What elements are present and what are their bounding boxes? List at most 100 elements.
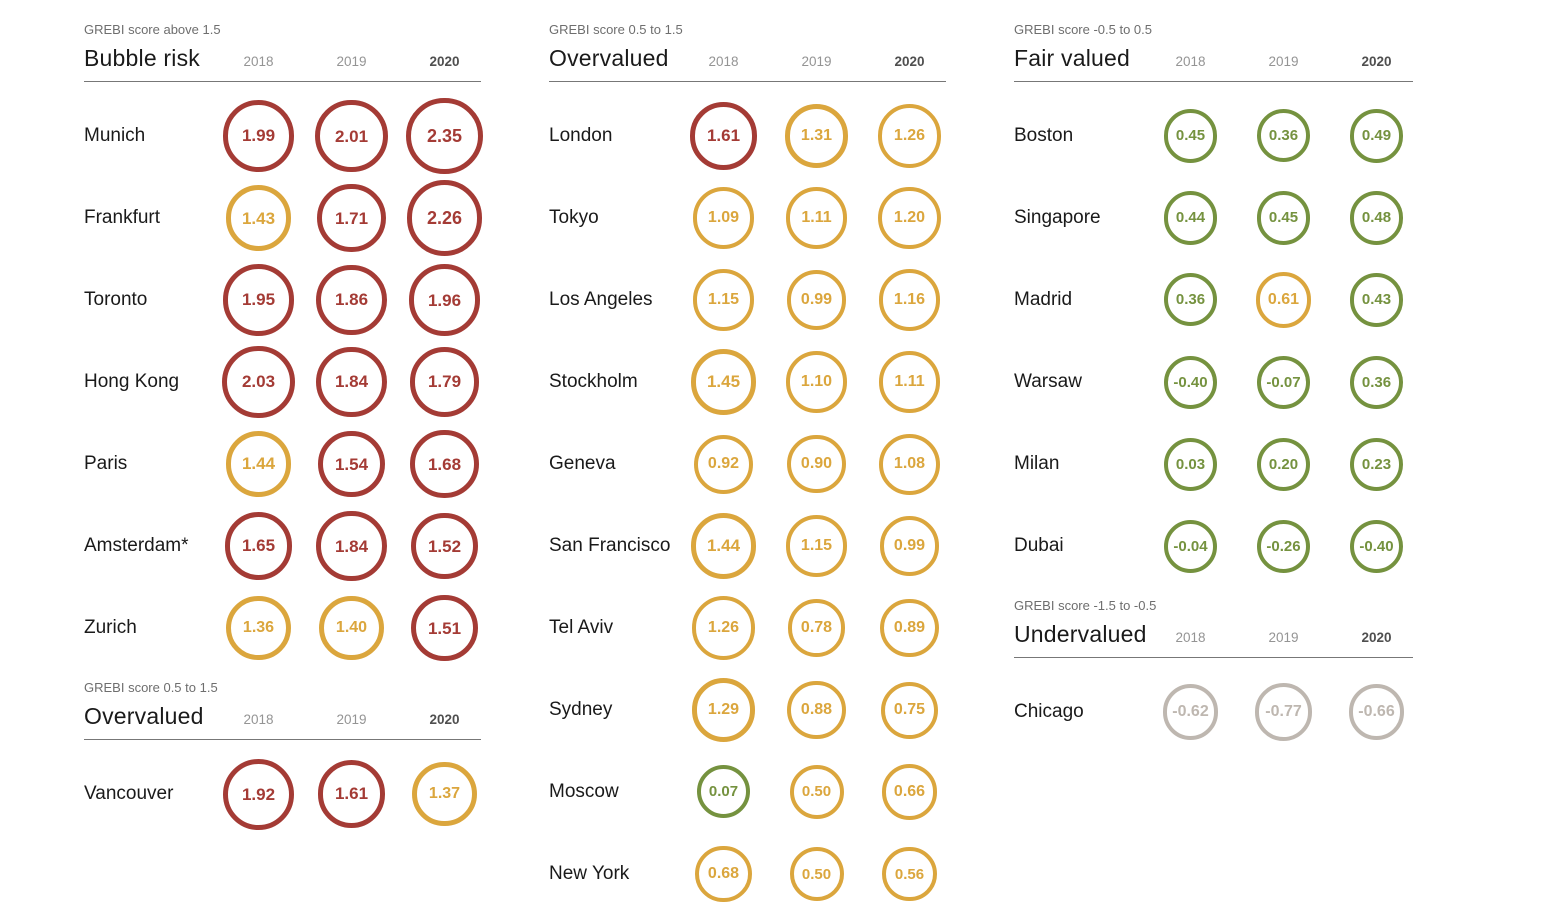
- score-value: 0.36: [1175, 291, 1206, 309]
- score-value: 1.15: [707, 290, 740, 308]
- city-label: Tel Aviv: [549, 617, 614, 638]
- score-slot: 0.23: [1330, 437, 1423, 491]
- score-circle: 0.75: [881, 681, 938, 739]
- score-slot: 1.96: [398, 264, 491, 336]
- score-circles: 0.03 0.20 0.23: [1144, 437, 1423, 491]
- city-row-boston: Boston 0.45 0.36 0.49: [1014, 95, 1413, 177]
- city-row-tel-aviv: Tel Aviv 1.26 0.78 0.89: [549, 587, 946, 669]
- score-value: 0.20: [1268, 455, 1299, 473]
- city-label: Singapore: [1014, 207, 1101, 228]
- score-slot: 0.78: [770, 596, 863, 659]
- score-circle: 1.36: [226, 595, 291, 661]
- year-header-2020: 2020: [894, 54, 925, 69]
- score-slot: 0.68: [677, 845, 770, 903]
- score-slot: 1.36: [212, 595, 305, 661]
- score-value: 1.61: [706, 126, 741, 146]
- score-value: -0.07: [1266, 373, 1301, 391]
- city-label: Sydney: [549, 699, 613, 720]
- score-circle: 1.15: [785, 515, 848, 577]
- score-value: 0.36: [1361, 373, 1392, 391]
- score-circle: 0.36: [1257, 109, 1310, 163]
- score-value: 1.84: [334, 536, 369, 556]
- city-label: Chicago: [1014, 701, 1084, 722]
- rows: Vancouver 1.92 1.61 1.37: [84, 740, 481, 835]
- score-value: 0.36: [1268, 127, 1299, 145]
- score-slot: -0.40: [1330, 519, 1423, 573]
- city-row-warsaw: Warsaw -0.40 -0.07 0.36: [1014, 341, 1413, 423]
- section-header-row: Overvalued 2018 2019 2020: [549, 39, 946, 82]
- score-value: 1.71: [334, 208, 369, 228]
- score-circles: -0.04 -0.26 -0.40: [1144, 519, 1423, 573]
- score-circle: 1.45: [690, 349, 757, 415]
- city-row-frankfurt: Frankfurt 1.43 1.71 2.26: [84, 177, 483, 259]
- score-value: -0.40: [1359, 537, 1394, 555]
- score-value: 1.54: [334, 454, 369, 474]
- score-value: 1.65: [241, 536, 276, 556]
- score-circle: 1.92: [223, 758, 294, 830]
- score-circle: 0.48: [1349, 191, 1404, 245]
- score-circles: 0.07 0.50 0.66: [677, 764, 956, 820]
- score-slot: 0.43: [1330, 272, 1423, 327]
- city-row-madrid: Madrid 0.36 0.61 0.43: [1014, 259, 1413, 341]
- column-overvalued: GREBI score 0.5 to 1.5 Overvalued 2018 2019…: [549, 0, 946, 915]
- score-circle: 0.36: [1164, 273, 1217, 327]
- score-slot: 0.99: [770, 269, 863, 331]
- city-row-vancouver: Vancouver 1.92 1.61 1.37: [84, 753, 481, 835]
- city-label: Los Angeles: [549, 289, 653, 310]
- city-row-zurich: Zurich 1.36 1.40 1.51: [84, 587, 481, 669]
- score-circle: 2.26: [406, 180, 483, 256]
- score-circle: 1.51: [411, 594, 478, 662]
- score-value: 1.26: [707, 619, 740, 636]
- year-header-2019: 2019: [1268, 630, 1299, 645]
- score-slot: 0.61: [1237, 272, 1330, 328]
- section-undervalued: GREBI score -1.5 to -0.5 Undervalued 2018 2…: [1014, 597, 1413, 753]
- score-circle: 0.36: [1350, 355, 1403, 409]
- city-row-singapore: Singapore 0.44 0.45 0.48: [1014, 177, 1413, 259]
- city-label: Milan: [1014, 453, 1060, 474]
- score-slot: 1.44: [212, 430, 305, 498]
- score-circle: -0.62: [1162, 684, 1219, 740]
- score-value: -0.62: [1172, 702, 1209, 720]
- score-value: 0.48: [1361, 209, 1392, 227]
- score-slot: -0.04: [1144, 519, 1237, 573]
- city-label: Madrid: [1014, 289, 1073, 310]
- score-circle: -0.77: [1254, 683, 1313, 741]
- score-slot: 1.26: [677, 596, 770, 660]
- grebi-score-range-label: GREBI score -1.5 to -0.5: [1014, 598, 1157, 613]
- city-label: Moscow: [549, 781, 619, 802]
- year-header-2019: 2019: [336, 712, 367, 727]
- score-slot: 0.90: [770, 434, 863, 495]
- rows: London 1.61 1.31 1.26 Tokyo 1.09 1.11 1.20 Los A…: [549, 82, 946, 915]
- score-slot: 0.45: [1144, 109, 1237, 163]
- score-value: 1.40: [335, 618, 368, 636]
- score-circles: 1.43 1.71 2.26: [212, 180, 491, 256]
- score-slot: 0.49: [1330, 109, 1423, 163]
- score-circle: 1.71: [317, 183, 386, 253]
- score-circles: 1.61 1.31 1.26: [677, 102, 956, 170]
- score-slot: 1.68: [398, 429, 491, 499]
- score-circle: 1.40: [319, 595, 384, 661]
- score-slot: 1.40: [305, 595, 398, 661]
- score-slot: 0.48: [1330, 191, 1423, 245]
- score-value: 1.61: [334, 784, 369, 804]
- score-circle: 1.95: [222, 264, 295, 336]
- score-circle: -0.40: [1350, 519, 1403, 573]
- score-circle: 1.29: [691, 678, 756, 742]
- score-slot: 0.99: [863, 513, 956, 578]
- score-slot: 1.84: [305, 346, 398, 418]
- score-value: 1.15: [800, 536, 833, 554]
- score-value: 1.36: [242, 618, 275, 636]
- score-circle: 0.45: [1256, 191, 1311, 245]
- score-value: 0.49: [1361, 127, 1392, 145]
- score-circle: -0.04: [1164, 519, 1217, 573]
- score-value: 0.03: [1175, 455, 1206, 473]
- score-value: 1.96: [427, 290, 462, 310]
- score-circle: 0.88: [787, 680, 846, 740]
- score-circle: 0.68: [695, 845, 752, 903]
- score-circle: 1.52: [411, 512, 478, 580]
- city-row-chicago: Chicago -0.62 -0.77 -0.66: [1014, 671, 1413, 753]
- score-value: 0.50: [801, 783, 832, 801]
- section-header-row: Overvalued 2018 2019 2020: [84, 697, 481, 740]
- score-value: -0.04: [1173, 537, 1208, 555]
- score-circle: 1.11: [878, 351, 941, 413]
